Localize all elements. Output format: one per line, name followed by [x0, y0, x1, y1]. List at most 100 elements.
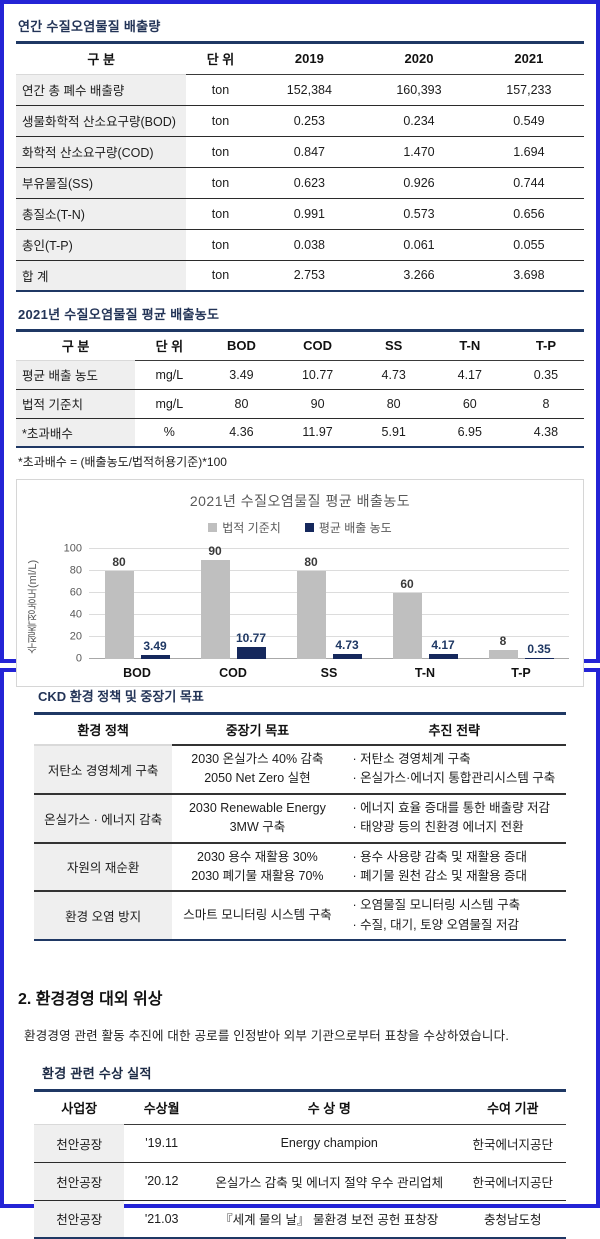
bar-group-T-P: 8 0.35: [488, 549, 554, 659]
table-row: 생물화학적 산소요구량(BOD) ton 0.253 0.234 0.549: [16, 105, 584, 137]
column-header: 추진 전략: [342, 715, 566, 746]
bar-value-label: 4.17: [431, 638, 455, 653]
table-cell: 2.753: [254, 260, 365, 292]
table-cell: 평균 배출 농도: [16, 360, 136, 390]
column-header: 단 위: [186, 44, 255, 75]
gridline: [89, 636, 569, 637]
environment-awards-table: 사업장 수상월 수 상 명 수여 기관 천안공장 '19.11 Energy champi…: [34, 1092, 566, 1239]
table-cell: 80: [355, 389, 432, 419]
column-header: 구 분: [16, 332, 136, 361]
bar-limit-T-N: [392, 593, 422, 659]
table-cell: 3.698: [473, 260, 584, 292]
table-cell: 합 계: [16, 260, 187, 292]
y-axis-label: 수질측정농도(ml/L): [27, 559, 39, 654]
bar-average-SS: [332, 653, 362, 659]
table-cell: 0.623: [254, 167, 365, 199]
column-header: T-P: [507, 332, 584, 361]
table-row: 평균 배출 농도 mg/L 3.49 10.77 4.73 4.17 0.35: [16, 360, 584, 390]
bar-group-BOD: 80 3.49: [104, 549, 170, 659]
y-tick-label: 0: [75, 652, 82, 665]
table-row: 천안공장 '20.12 온실가스 감축 및 에너지 절약 우수 관리업체 한국에너지공…: [34, 1162, 566, 1201]
table-cell: 80: [203, 389, 280, 419]
table-cell: 0.253: [254, 105, 365, 137]
x-category-label: SS: [320, 666, 338, 680]
table-cell: '20.12: [124, 1162, 199, 1201]
column-header: 2020: [364, 44, 474, 75]
column-header: 수상월: [124, 1092, 199, 1125]
column-header: 사업장: [34, 1092, 125, 1125]
x-category-label: T-N: [414, 666, 436, 680]
column-header: T-N: [431, 332, 508, 361]
strategies-cell: · 에너지 효율 증대를 통한 배출량 저감 · 태양광 등의 친환경 에너지 전…: [342, 793, 566, 844]
table-row: 부유물질(SS) ton 0.623 0.926 0.744: [16, 167, 584, 199]
bar-value-label: 80: [112, 555, 126, 569]
bar-value-label: 3.49: [143, 639, 167, 654]
divider: [34, 1089, 566, 1092]
goals-cell: 스마트 모니터링 시스템 구축: [172, 891, 343, 941]
column-header: 2019: [254, 44, 365, 75]
x-category-label: COD: [219, 666, 247, 680]
section-heading: 2. 환경경영 대외 위상: [18, 991, 163, 1008]
section-paragraph: 환경경영 관련 활동 추진에 대한 공로를 인정받아 외부 기관으로부터 표창을…: [24, 1029, 510, 1043]
table-cell: 0.055: [473, 229, 584, 261]
divider: [34, 712, 566, 715]
chart-plot-area: 0 20 40 60 80 100 80 3.49 90 10.77 80 4.73 60 4.17 8 0.…: [64, 543, 569, 664]
environment-policy-table: 환경 정책 중장기 목표 추진 전략 저탄소 경영체계 구축 2030 온실가스 40…: [34, 715, 566, 941]
y-tick-label: 60: [69, 586, 82, 599]
table-cell: *초과배수: [16, 418, 136, 448]
table-cell: 6.95: [431, 418, 508, 448]
legend-swatch-icon: [208, 523, 218, 532]
bar-value-label: 10.77: [235, 631, 267, 646]
bar-value-label: 4.73: [335, 637, 359, 652]
table-cell: mg/L: [135, 389, 204, 419]
strategies-cell: · 저탄소 경영체계 구축 · 온실가스·에너지 통합관리시스템 구축: [342, 745, 566, 795]
table-row: 연간 총 폐수 배출량 ton 152,384 160,393 157,233: [16, 74, 584, 106]
table-cell: 한국에너지공단: [459, 1162, 566, 1201]
table-cell: ton: [186, 198, 255, 230]
legend-item: 법적 기준치: [208, 519, 281, 536]
table-cell: 한국에너지공단: [459, 1124, 566, 1163]
table-cell: 천안공장: [34, 1162, 125, 1201]
bar-average-T-N: [428, 654, 458, 659]
table-cell: 157,233: [473, 74, 584, 106]
bar-average-T-P: [524, 658, 554, 659]
legend-item: 평균 배출 농도: [304, 519, 392, 536]
table-cell: ton: [186, 105, 255, 137]
table-cell: Energy champion: [198, 1124, 460, 1163]
bar-limit-SS: [296, 571, 326, 659]
table-row: 자원의 재순환 2030 용수 재활용 30% 2030 폐기물 재활용 70% · …: [34, 842, 566, 893]
table-cell: ton: [186, 260, 255, 292]
table-header-row: 환경 정책 중장기 목표 추진 전략: [34, 715, 566, 746]
strategies-cell: · 오염물질 모니터링 시스템 구축 · 수질, 대기, 토양 오염물질 저감: [342, 891, 566, 941]
column-header: 구 분: [16, 44, 187, 75]
x-axis-labels: BOD COD SS T-N T-P: [89, 666, 569, 680]
legend-label: 평균 배출 농도: [318, 521, 392, 535]
table-cell: '21.03: [124, 1200, 199, 1239]
table-cell: ton: [186, 136, 255, 168]
bar-limit-COD: [200, 560, 230, 659]
table-cell: 천안공장: [34, 1200, 125, 1239]
column-header: 수여 기관: [459, 1092, 566, 1125]
table-cell: ton: [186, 229, 255, 261]
table-row: 온실가스 · 에너지 감축 2030 Renewable Energy 3MW 구축…: [34, 793, 566, 844]
table-cell: 0.234: [364, 105, 474, 137]
column-header: 단 위: [135, 332, 204, 361]
column-header: SS: [355, 332, 432, 361]
x-category-label: T-P: [511, 666, 531, 680]
bar-group-SS: 80 4.73: [296, 549, 362, 659]
avg-concentration-title: 2021년 수질오염물질 평균 배출농도: [18, 307, 220, 322]
table-cell: 152,384: [254, 74, 365, 106]
table-cell: 0.744: [473, 167, 584, 199]
chart-title: 2021년 수질오염물질 평균 배출농도: [189, 493, 411, 509]
table-cell: 0.549: [473, 105, 584, 137]
table-cell: 법적 기준치: [16, 389, 136, 419]
bar-value-label: 90: [208, 544, 222, 558]
strategies-cell: · 용수 사용량 감축 및 재활용 증대 · 폐기물 원천 감소 및 재활용 증대: [342, 842, 566, 893]
table-row: 환경 오염 방지 스마트 모니터링 시스템 구축 · 오염물질 모니터링 시스템 구…: [34, 891, 566, 941]
table-cell: 8: [507, 389, 584, 419]
column-header: 중장기 목표: [172, 715, 343, 746]
